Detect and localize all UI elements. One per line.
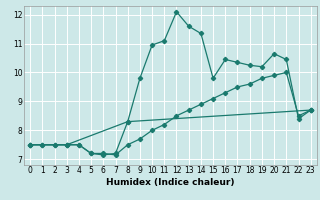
X-axis label: Humidex (Indice chaleur): Humidex (Indice chaleur) — [106, 178, 235, 187]
